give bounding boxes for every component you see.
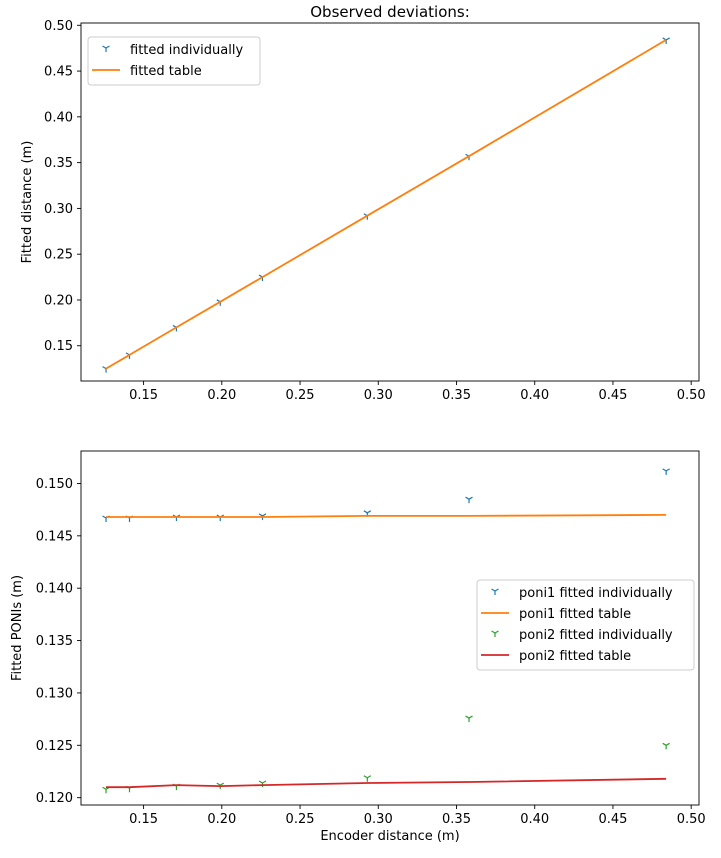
x-tick-label: 0.50 xyxy=(677,812,706,827)
data-point xyxy=(258,780,267,788)
y-tick-label: 0.130 xyxy=(36,686,73,701)
legend: fitted individually fitted table xyxy=(87,36,261,86)
plot-frame xyxy=(80,22,700,382)
legend-label: fitted individually xyxy=(130,43,243,58)
tri-stroke-right xyxy=(105,45,110,49)
x-tick-label: 0.35 xyxy=(442,388,471,403)
x-tick-label: 0.15 xyxy=(129,388,158,403)
x-tick-label: 0.45 xyxy=(598,388,627,403)
chart-fitted-ponis: 0.15 0.20 0.25 0.30 0.35 0.40 0.45 0.50 0.120 0.1… xyxy=(10,450,706,844)
tri-stroke-left xyxy=(662,742,667,746)
x-tick-label: 0.40 xyxy=(520,812,549,827)
chart-title: Observed deviations: xyxy=(310,3,470,21)
y-tick-label: 0.35 xyxy=(44,156,73,171)
tri-stroke-right xyxy=(665,468,670,472)
y-tick-label: 0.45 xyxy=(44,65,73,80)
x-tick-label: 0.30 xyxy=(364,812,393,827)
y-tick-label: 0.40 xyxy=(44,110,73,125)
tri-stroke-right xyxy=(665,37,670,41)
series-line-1 xyxy=(106,514,667,518)
y-axis-label: Fitted PONIs (m) xyxy=(10,575,25,681)
tri-stroke-right xyxy=(262,513,267,517)
tri-stroke-right xyxy=(468,715,473,719)
x-tick-label: 0.50 xyxy=(677,388,706,403)
legend-label: poni2 fitted table xyxy=(519,649,631,664)
legend-box xyxy=(476,579,695,671)
data-point xyxy=(216,514,225,521)
tri-stroke-left xyxy=(491,588,496,592)
y-tick-label: 0.145 xyxy=(36,529,73,544)
series-line-1 xyxy=(105,39,667,370)
tri-stroke-left xyxy=(102,786,107,790)
x-tick-label: 0.30 xyxy=(364,388,393,403)
legend-marker-swatch xyxy=(491,630,499,637)
tri-stroke-right xyxy=(367,510,372,514)
tri-stroke-left xyxy=(491,630,496,634)
y-axis-label: Fitted distance (m) xyxy=(20,141,35,264)
x-tick-label: 0.20 xyxy=(207,812,236,827)
tri-stroke-left xyxy=(258,513,263,517)
x-tick-label: 0.15 xyxy=(129,812,158,827)
x-tick-label: 0.40 xyxy=(520,388,549,403)
tri-stroke-left xyxy=(662,468,667,472)
y-tick-label: 0.135 xyxy=(36,634,73,649)
data-point xyxy=(465,715,473,723)
x-tick-label: 0.45 xyxy=(598,812,627,827)
tri-stroke-right xyxy=(262,780,267,784)
legend-label: poni2 fitted individually xyxy=(519,628,673,643)
y-tick-label: 0.15 xyxy=(44,339,73,354)
data-point xyxy=(363,775,372,782)
data-point xyxy=(465,496,473,504)
legend-label: poni1 fitted table xyxy=(519,607,631,622)
y-tick-label: 0.120 xyxy=(36,791,73,806)
y-tick-label: 0.50 xyxy=(44,19,73,34)
tri-stroke-right xyxy=(219,782,225,786)
tri-stroke-left xyxy=(465,496,470,500)
y-tick-label: 0.30 xyxy=(44,202,73,217)
x-axis-label: Encoder distance (m) xyxy=(320,829,459,844)
tri-stroke-left xyxy=(465,715,470,719)
tri-stroke-right xyxy=(665,742,670,746)
tri-stroke-left xyxy=(363,775,368,779)
data-point xyxy=(172,514,181,521)
tri-stroke-right xyxy=(494,630,499,634)
legend-label: poni1 fitted individually xyxy=(519,586,673,601)
tri-stroke-left xyxy=(363,510,368,514)
tri-stroke-left xyxy=(216,782,221,786)
x-tick-label: 0.25 xyxy=(286,388,315,403)
y-tick-label: 0.150 xyxy=(36,477,73,492)
tri-stroke-right xyxy=(494,588,499,592)
tri-stroke-right xyxy=(468,496,473,500)
y-tick-label: 0.140 xyxy=(36,582,73,597)
tri-stroke-left xyxy=(102,45,107,49)
y-tick-label: 0.25 xyxy=(44,248,73,263)
legend-marker-swatch xyxy=(491,588,499,595)
legend-box xyxy=(87,36,261,86)
y-tick-label: 0.20 xyxy=(44,293,73,308)
data-point xyxy=(102,786,110,794)
tri-stroke-right xyxy=(367,775,372,779)
plot-frame xyxy=(80,450,700,806)
data-point xyxy=(662,468,670,475)
tri-stroke-left xyxy=(102,515,107,519)
legend: poni1 fitted individually poni1 fitted ta… xyxy=(476,579,695,671)
tri-stroke-left xyxy=(102,366,107,370)
tri-stroke-left xyxy=(258,780,263,784)
legend-label: fitted table xyxy=(130,64,202,79)
series-line-3 xyxy=(106,777,667,789)
chart-observed-distances: 0.15 0.20 0.25 0.30 0.35 0.40 0.45 0.50 0.15 0.20… xyxy=(20,3,706,403)
data-point xyxy=(662,742,670,750)
x-tick-label: 0.20 xyxy=(207,388,236,403)
y-tick-label: 0.125 xyxy=(36,739,73,754)
x-tick-label: 0.35 xyxy=(442,812,471,827)
x-tick-label: 0.25 xyxy=(286,812,315,827)
legend-marker-swatch xyxy=(102,45,110,52)
